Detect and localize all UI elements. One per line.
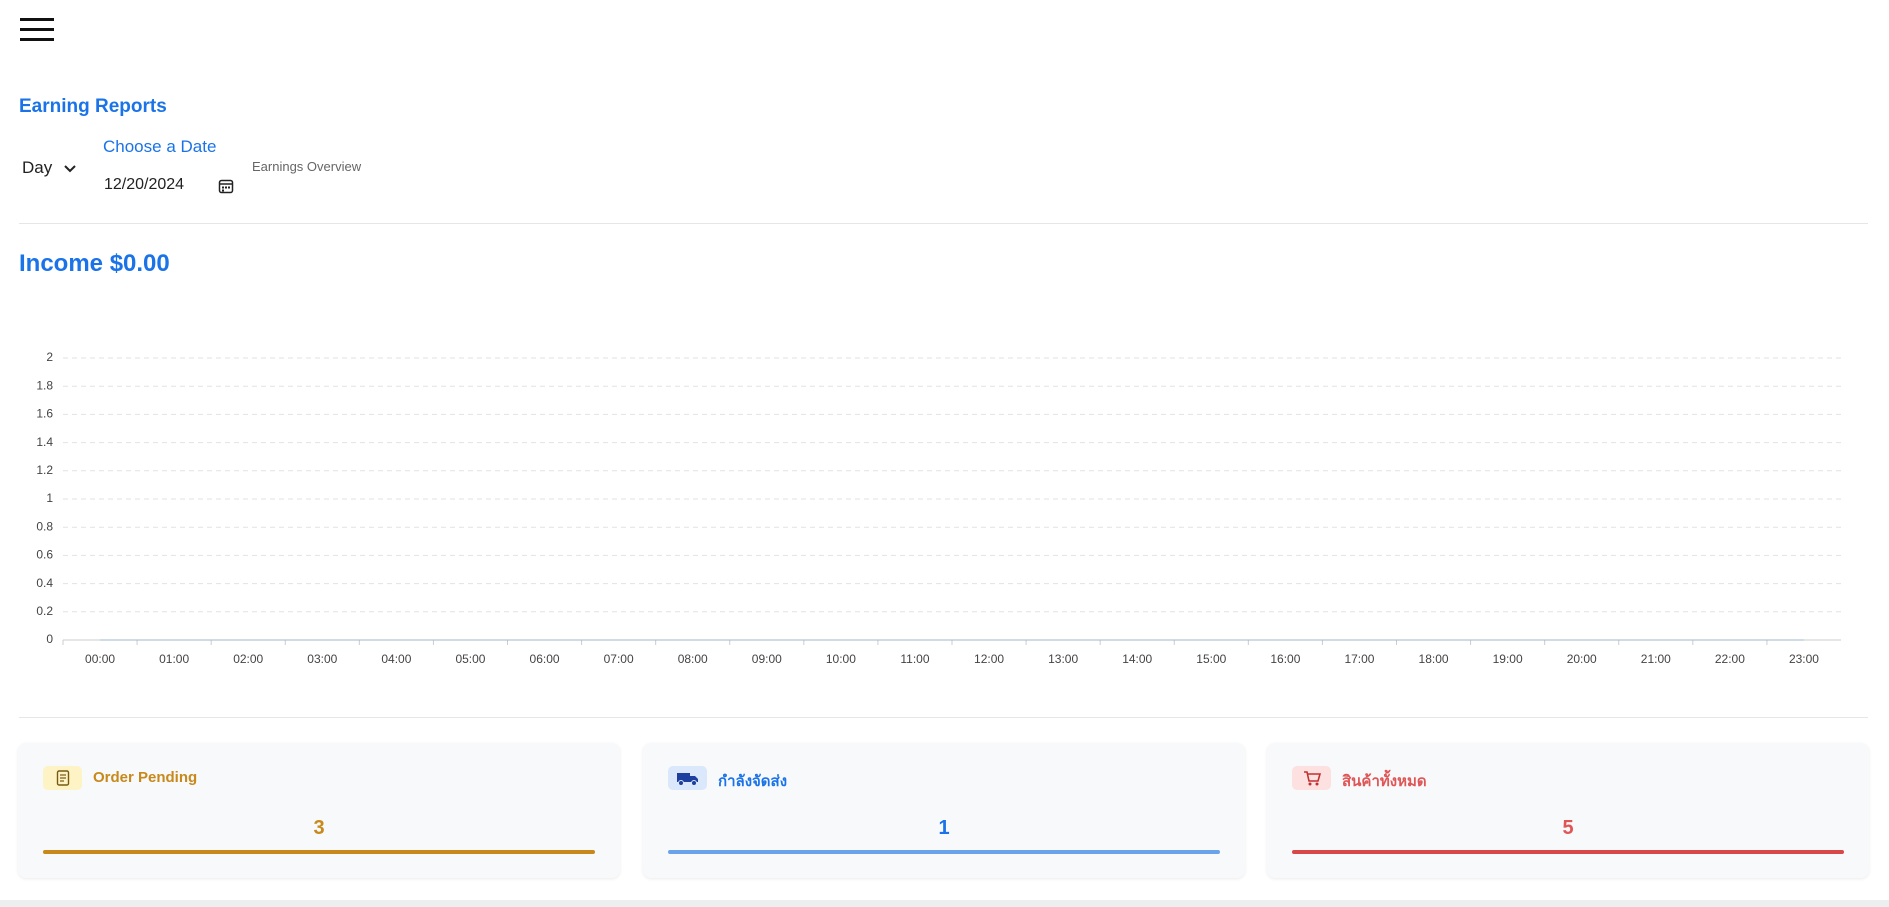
- card-label: สินค้าทั้งหมด: [1342, 773, 1427, 790]
- menu-button[interactable]: [20, 18, 54, 42]
- x-tick-label: 07:00: [604, 652, 634, 666]
- x-tick-label: 08:00: [678, 652, 708, 666]
- x-tick-label: 02:00: [233, 652, 263, 666]
- x-tick-label: 09:00: [752, 652, 782, 666]
- x-tick-label: 13:00: [1048, 652, 1078, 666]
- x-tick-label: 01:00: [159, 652, 189, 666]
- divider: [19, 223, 1868, 224]
- y-tick-label: 0.2: [36, 604, 53, 618]
- y-tick-label: 1.8: [36, 378, 53, 392]
- x-tick-label: 19:00: [1493, 652, 1523, 666]
- stat-card: Order Pending 3: [18, 743, 620, 878]
- x-tick-label: 15:00: [1196, 652, 1226, 666]
- card-value: 5: [1562, 817, 1574, 839]
- card-value: 3: [313, 817, 325, 839]
- card-bar: [668, 850, 1220, 854]
- y-tick-label: 0.8: [36, 519, 53, 533]
- x-tick-label: 16:00: [1270, 652, 1300, 666]
- x-tick-label: 04:00: [381, 652, 411, 666]
- y-tick-label: 1.2: [36, 463, 53, 477]
- card-value: 1: [938, 817, 950, 839]
- chevron: [64, 164, 76, 172]
- card-label: Order Pending: [93, 769, 198, 786]
- overview-label: Earnings Overview: [252, 159, 362, 174]
- x-tick-label: 23:00: [1789, 652, 1819, 666]
- x-tick-label: 12:00: [974, 652, 1004, 666]
- y-tick-label: 2: [46, 350, 53, 364]
- period-select[interactable]: Day: [22, 158, 76, 178]
- x-tick-label: 18:00: [1419, 652, 1449, 666]
- stat-card: สินค้าทั้งหมด 5: [1267, 743, 1869, 878]
- y-tick-label: 0.4: [36, 576, 53, 590]
- x-tick-label: 20:00: [1567, 652, 1597, 666]
- calendar-icon[interactable]: [218, 178, 234, 194]
- card-icon: [668, 766, 707, 790]
- y-tick-label: 1.6: [36, 407, 53, 421]
- x-tick-label: 10:00: [826, 652, 856, 666]
- x-tick-label: 05:00: [455, 652, 485, 666]
- x-tick-label: 14:00: [1122, 652, 1152, 666]
- y-tick-label: 0.6: [36, 548, 53, 562]
- y-tick-label: 1: [46, 491, 53, 505]
- divider: [19, 717, 1868, 718]
- y-tick-label: 0: [46, 632, 53, 646]
- card-icon: [1292, 766, 1331, 790]
- income-total: Income $0.00: [19, 250, 170, 277]
- stat-card: กำลังจัดส่ง 1: [643, 743, 1245, 878]
- chart: 0 0.2 0.4 0.6 0.8 1 1.2 1.4 1.6 1.8 2 00:00 01:00 02:…: [36, 350, 1841, 666]
- card-bar: [1292, 850, 1844, 854]
- bottom-border: [0, 900, 1889, 907]
- x-tick-label: 22:00: [1715, 652, 1745, 666]
- x-tick-label: 11:00: [900, 652, 929, 666]
- card-icon: [43, 766, 82, 790]
- x-tick-label: 03:00: [307, 652, 337, 666]
- x-tick-label: 00:00: [85, 652, 115, 666]
- date-input[interactable]: 12/20/2024: [104, 176, 185, 193]
- page-title: Earning Reports: [19, 96, 167, 117]
- y-tick-label: 1.4: [36, 435, 53, 449]
- period-value: Day: [22, 158, 53, 177]
- date-label: Choose a Date: [103, 137, 217, 156]
- x-tick-label: 17:00: [1344, 652, 1374, 666]
- card-bar: [43, 850, 595, 854]
- x-tick-label: 06:00: [530, 652, 560, 666]
- card-label: กำลังจัดส่ง: [718, 773, 788, 790]
- x-tick-label: 21:00: [1641, 652, 1671, 666]
